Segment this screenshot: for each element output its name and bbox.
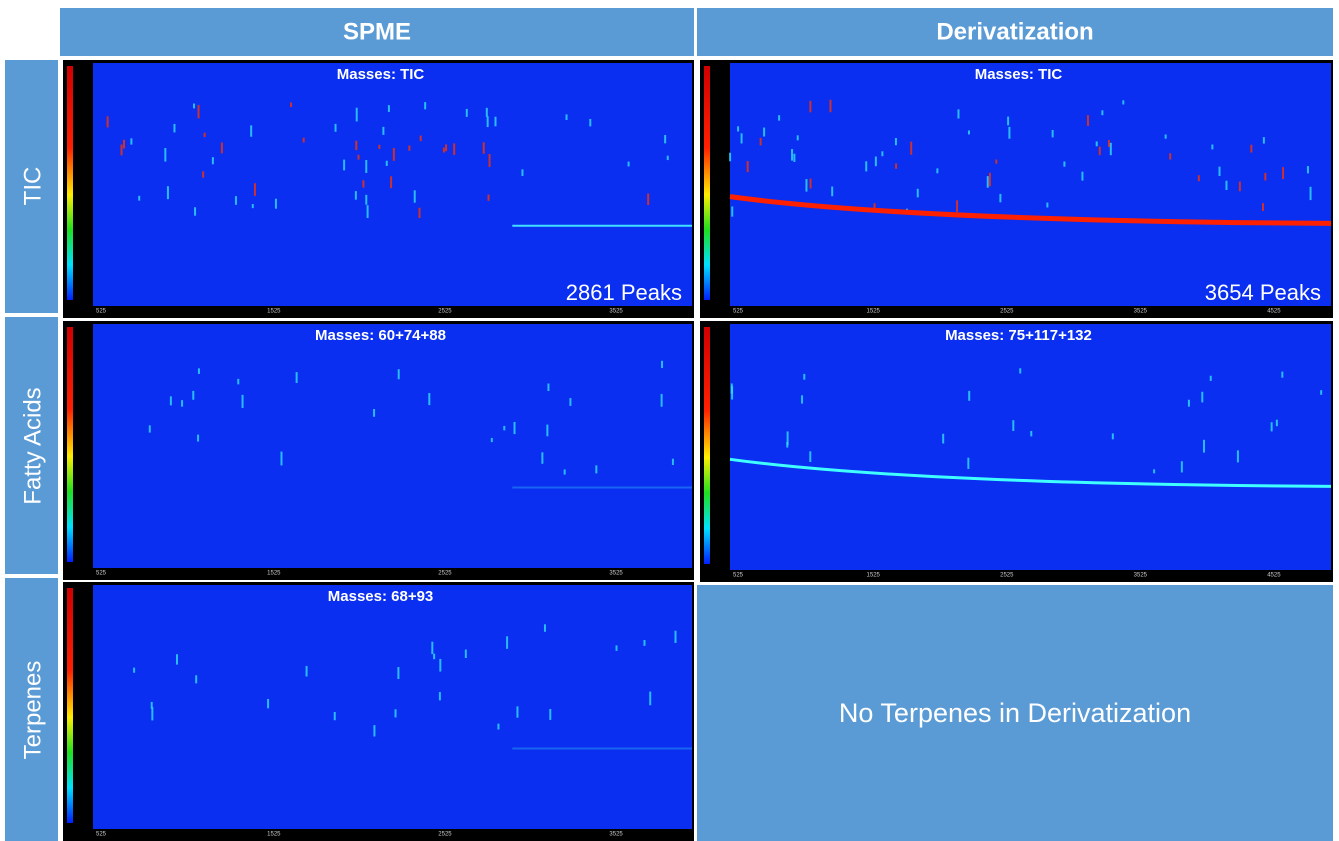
x-tick-label: 3525 <box>609 832 623 838</box>
x-tick-label: 525 <box>96 571 107 577</box>
masses-label: Masses: TIC <box>975 66 1063 83</box>
x-tick-label: 2525 <box>438 571 452 577</box>
row-header-bg <box>5 317 58 574</box>
x-tick-label: 2525 <box>438 309 452 315</box>
x-tick-label: 1525 <box>267 309 281 315</box>
x-tick-label: 2525 <box>438 832 452 838</box>
plot-area <box>93 63 692 306</box>
plot-area <box>93 324 692 568</box>
empty-note: No Terpenes in Derivatization <box>839 698 1191 728</box>
masses-label: Masses: 75+117+132 <box>945 327 1092 344</box>
masses-label: Masses: 68+93 <box>328 588 434 605</box>
row-header: Terpenes <box>19 661 46 760</box>
row-header: TIC <box>19 167 46 206</box>
x-tick-label: 2525 <box>1000 309 1014 315</box>
x-tick-label: 2525 <box>1000 573 1014 579</box>
x-tick-label: 4525 <box>1267 309 1281 315</box>
plot-area <box>93 585 692 829</box>
baseline-band <box>729 194 1332 226</box>
x-tick-label: 525 <box>733 309 744 315</box>
column-header-bg <box>60 8 694 56</box>
row-header-bg <box>5 578 58 841</box>
peak-count: 2861 Peaks <box>566 280 682 305</box>
x-tick-label: 3525 <box>609 309 623 315</box>
x-tick-label: 525 <box>733 573 744 579</box>
column-header: SPME <box>343 18 411 45</box>
x-tick-label: 1525 <box>267 832 281 838</box>
x-tick-label: 525 <box>96 309 107 315</box>
color-bar <box>704 66 710 300</box>
color-bar <box>67 66 73 300</box>
color-bar <box>704 327 710 564</box>
color-bar <box>67 327 73 562</box>
x-tick-label: 1525 <box>267 571 281 577</box>
masses-label: Masses: TIC <box>337 66 425 83</box>
x-tick-label: 1525 <box>867 573 881 579</box>
x-tick-label: 3525 <box>1134 573 1148 579</box>
column-header: Derivatization <box>936 18 1093 45</box>
x-tick-label: 3525 <box>1134 309 1148 315</box>
plot-area <box>730 324 1331 570</box>
panels: Masses: TIC 2861 Peaks 525 1525 2525 3525 Mass… <box>63 60 1333 841</box>
x-tick-label: 3525 <box>609 571 623 577</box>
empty-cell <box>697 585 1333 841</box>
x-tick-label: 4525 <box>1267 573 1281 579</box>
x-tick-label: 525 <box>96 832 107 838</box>
column-header-bg <box>697 8 1333 56</box>
row-header-bg <box>5 60 58 313</box>
x-tick-label: 1525 <box>867 309 881 315</box>
baseline-band <box>729 457 1332 488</box>
row-header: Fatty Acids <box>19 387 46 504</box>
peak-count: 3654 Peaks <box>1205 280 1321 305</box>
masses-label: Masses: 60+74+88 <box>315 327 446 344</box>
color-bar <box>67 588 73 823</box>
